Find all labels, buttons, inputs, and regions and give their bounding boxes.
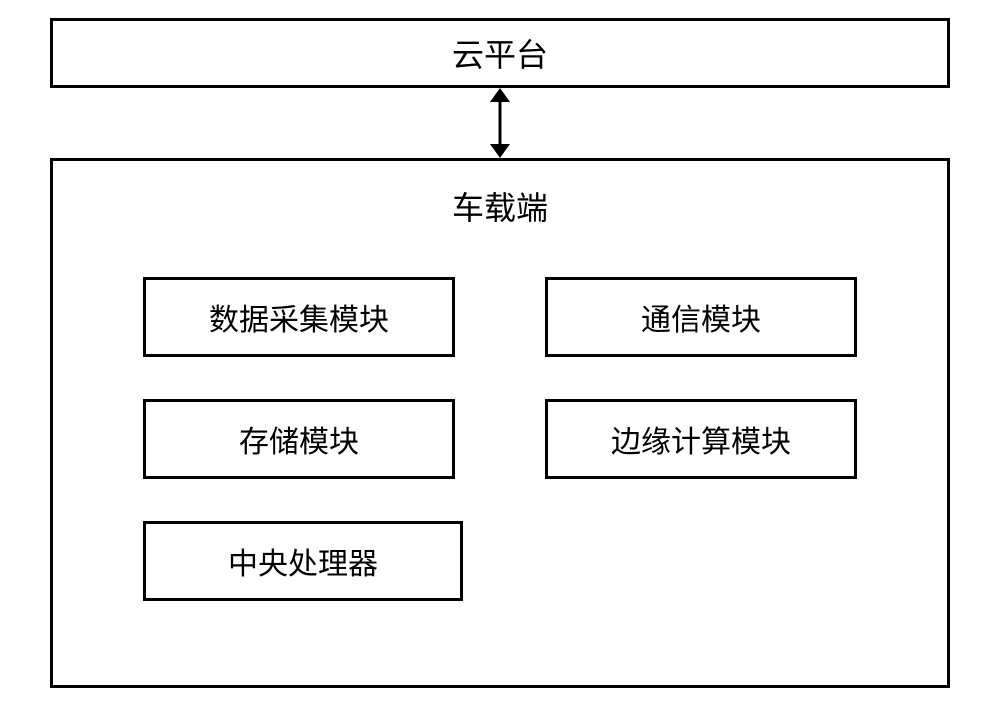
module-label: 存储模块 [239, 417, 359, 461]
modules-grid: 数据采集模块 通信模块 存储模块 边缘计算模块 中央处理器 [53, 277, 947, 601]
edge-computing-module-node: 边缘计算模块 [545, 399, 857, 479]
module-label: 通信模块 [641, 295, 761, 339]
cloud-platform-label: 云平台 [452, 30, 548, 76]
module-row: 中央处理器 [143, 521, 857, 601]
double-arrow-icon [480, 88, 520, 158]
communication-module-node: 通信模块 [545, 277, 857, 357]
cloud-platform-node: 云平台 [50, 18, 950, 88]
module-row: 存储模块 边缘计算模块 [143, 399, 857, 479]
module-label: 数据采集模块 [209, 295, 389, 339]
cpu-module-node: 中央处理器 [143, 521, 463, 601]
module-row: 数据采集模块 通信模块 [143, 277, 857, 357]
data-collection-module-node: 数据采集模块 [143, 277, 455, 357]
vehicle-terminal-label: 车载端 [53, 183, 947, 229]
diagram-container: 云平台 车载端 数据采集模块 通信模块 存储模块 [50, 18, 950, 688]
module-label: 中央处理器 [228, 539, 378, 583]
module-label: 边缘计算模块 [611, 417, 791, 461]
connector-wrapper [50, 88, 950, 158]
storage-module-node: 存储模块 [143, 399, 455, 479]
vehicle-terminal-node: 车载端 数据采集模块 通信模块 存储模块 边缘计算模块 [50, 158, 950, 688]
